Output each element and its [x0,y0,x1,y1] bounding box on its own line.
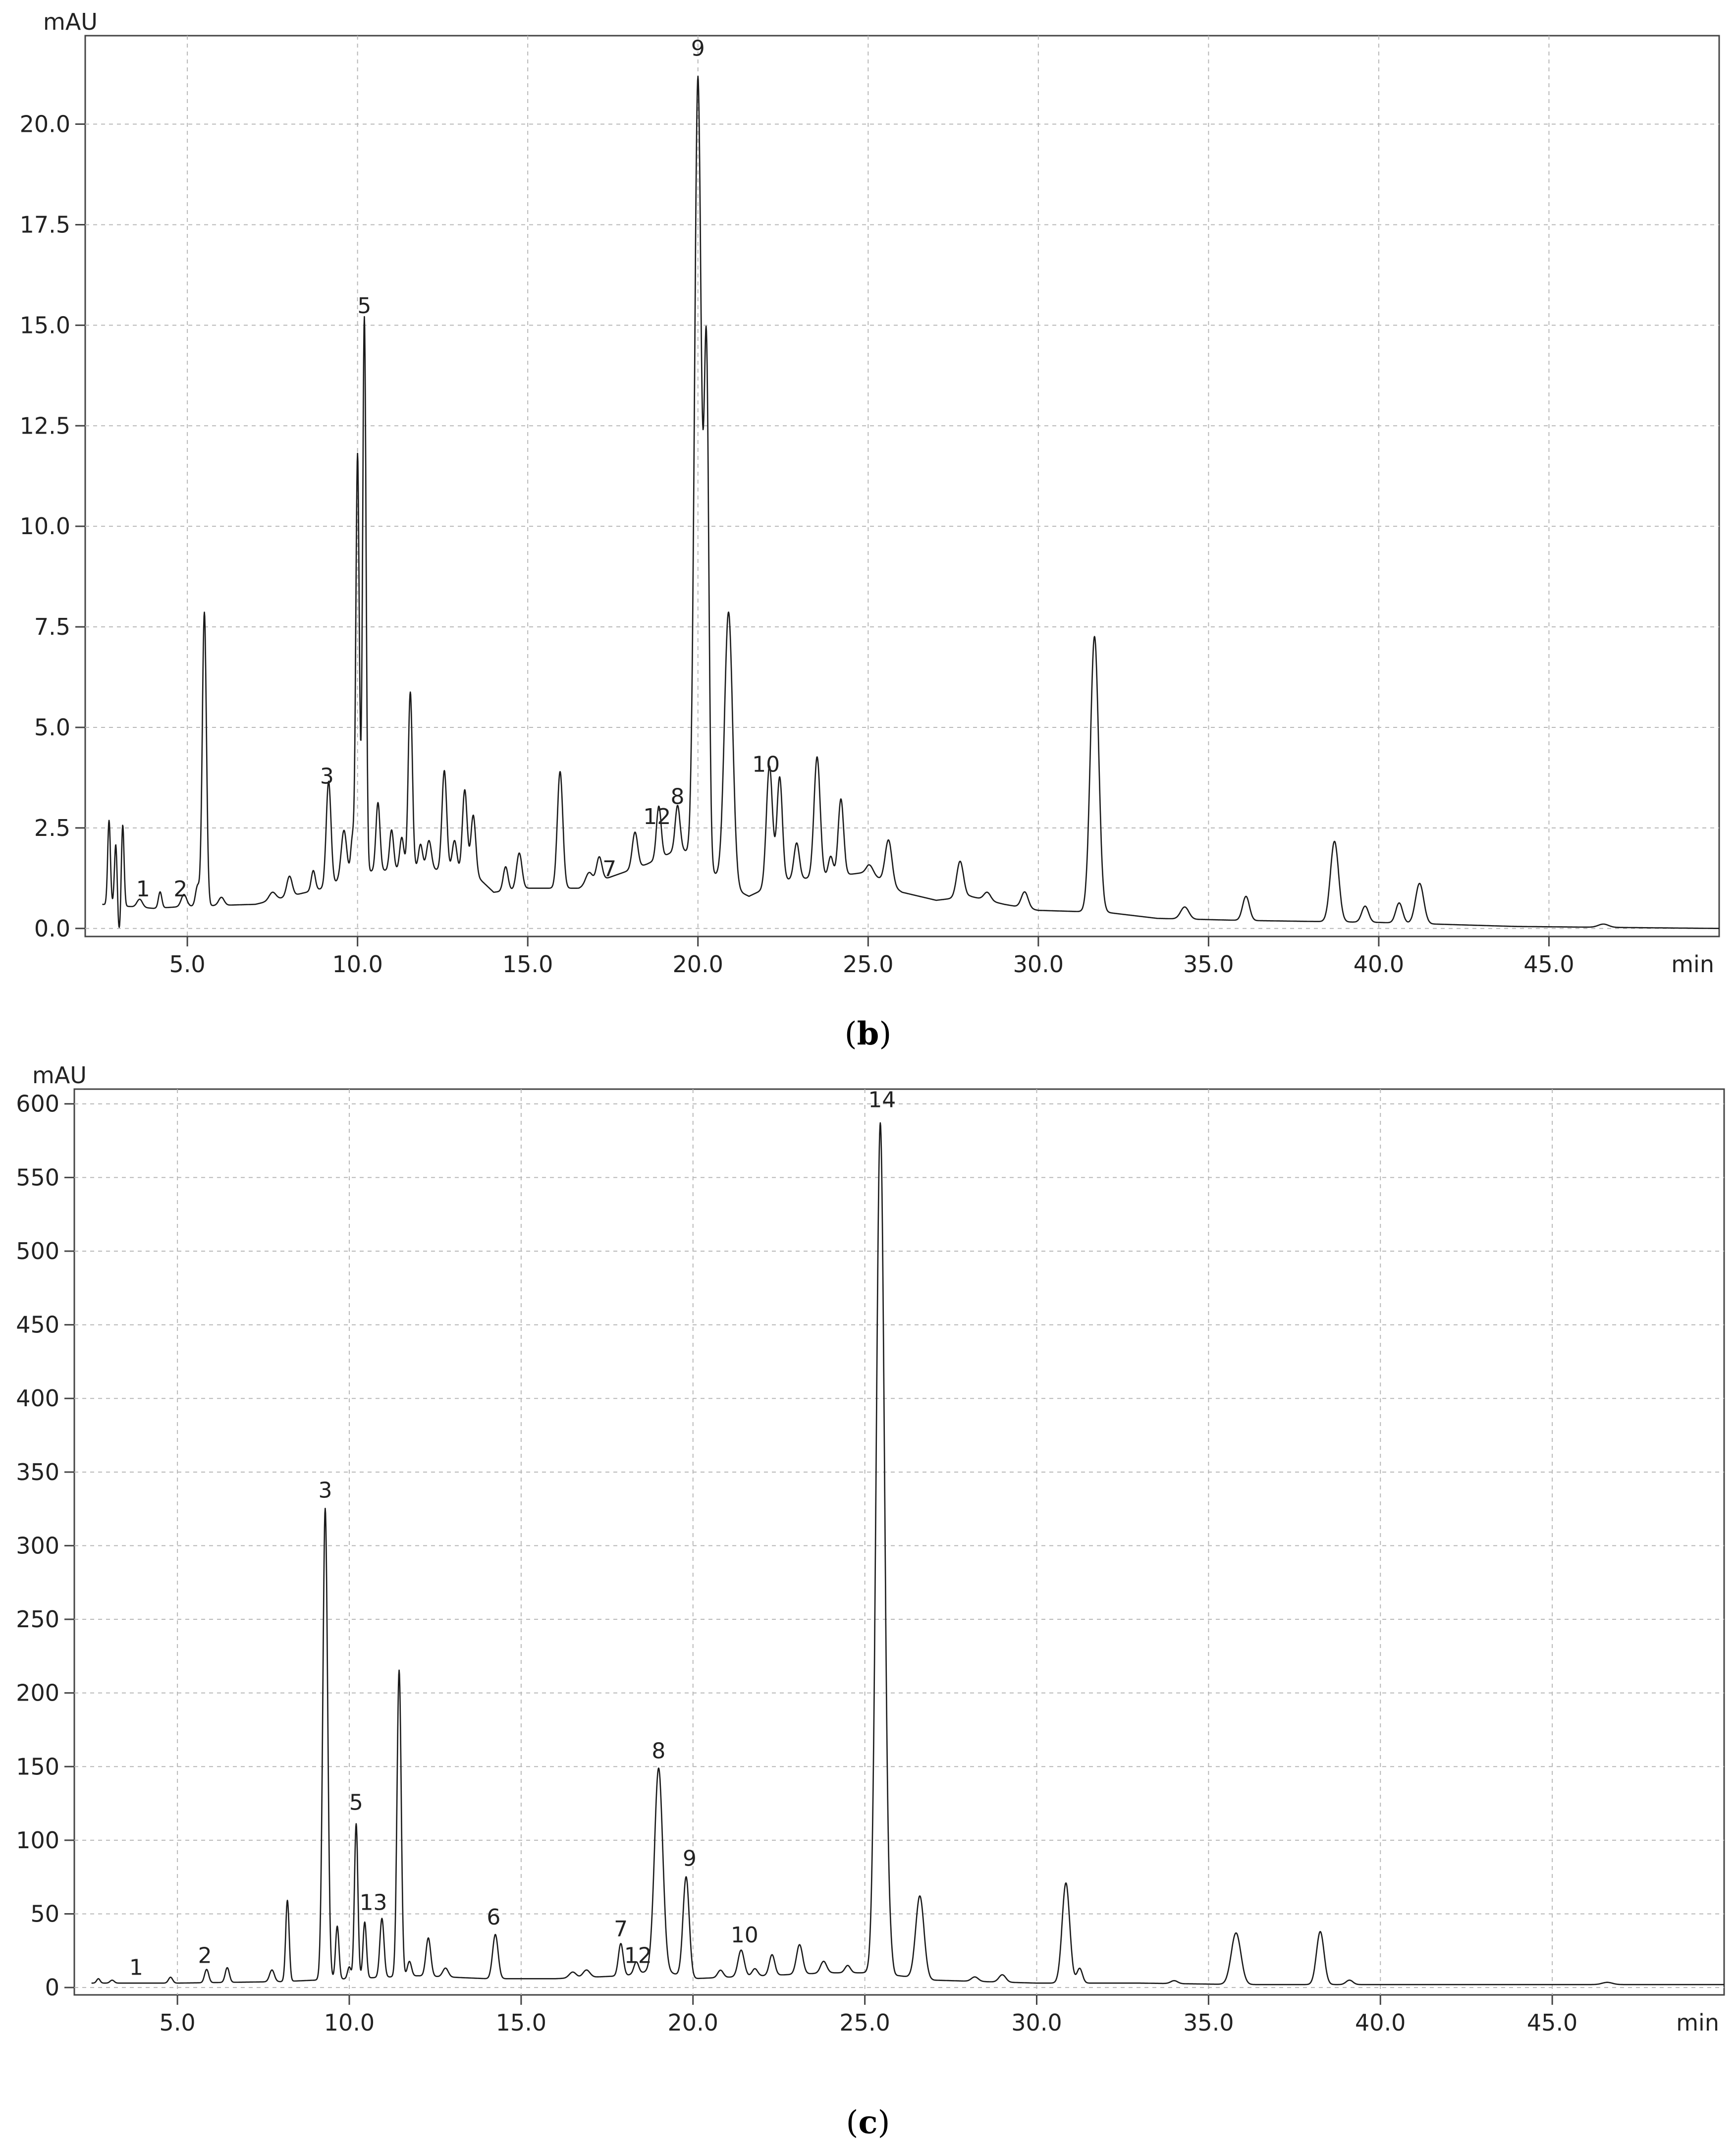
peak-label: 2 [173,877,187,902]
peak-label: 8 [671,784,685,809]
peak-label: 10 [752,752,780,777]
y-tick-label: 100 [16,1827,59,1854]
y-tick-label: 350 [16,1459,59,1486]
x-tick-label: 20.0 [668,2009,718,2036]
peak-label: 9 [691,36,705,61]
y-tick-label: 400 [16,1385,59,1412]
y-tick-label: 200 [16,1680,59,1707]
plot-frame [73,1088,1725,1996]
chromatogram-trace [102,75,1720,930]
x-tick-label: 10.0 [324,2009,375,2036]
y-tick-label: 600 [16,1091,59,1117]
x-tick-label: 35.0 [1183,951,1234,978]
x-tick-label: 40.0 [1355,2009,1406,2036]
peak-label: 7 [602,856,616,881]
peak-label: 8 [651,1738,665,1763]
y-axis-label: mAU [32,1062,87,1089]
x-tick-label: 35.0 [1183,2009,1234,2036]
y-tick-label: 550 [16,1164,59,1191]
peak-label: 12 [643,804,671,829]
y-tick-label: 7.5 [34,613,70,640]
y-tick-label: 450 [16,1312,59,1338]
peak-label: 1 [129,1955,143,1980]
x-axis-label: min [1676,2009,1719,2036]
x-tick-label: 5.0 [169,951,206,978]
y-tick-label: 2.5 [34,815,70,841]
x-axis-label: min [1671,951,1714,978]
peak-label: 1 [136,877,150,902]
x-tick-label: 40.0 [1354,951,1404,978]
y-tick-label: 150 [16,1753,59,1780]
x-tick-label: 25.0 [839,2009,890,2036]
peak-label: 7 [614,1917,628,1942]
y-tick-label: 10.0 [20,513,70,540]
x-tick-label: 5.0 [160,2009,196,2036]
y-tick-label: 17.5 [20,211,70,238]
x-tick-label: 15.0 [496,2009,546,2036]
x-tick-label: 45.0 [1527,2009,1577,2036]
x-tick-label: 20.0 [673,951,723,978]
peak-label: 12 [624,1943,652,1969]
chromatogram-trace [91,1122,1725,1985]
y-tick-label: 5.0 [34,714,70,741]
peak-label: 2 [198,1943,212,1969]
peak-label: 3 [320,764,334,789]
peak-label: 5 [357,293,371,319]
y-tick-label: 500 [16,1238,59,1265]
y-tick-label: 300 [16,1532,59,1559]
y-tick-label: 0 [45,1974,59,2001]
peak-label: 10 [731,1923,759,1948]
y-tick-label: 20.0 [20,111,70,138]
peak-label: 3 [318,1478,332,1503]
y-tick-label: 0.0 [34,915,70,942]
plot-frame [84,35,1720,937]
peak-label: 13 [360,1890,387,1916]
caption-c: (c) [846,2104,890,2141]
chart-panel-b: 5.0 10.0 15.0 20.0 25.0 30.0 35.0 40.0 45.00.02.… [20,8,1720,978]
y-axis-label: mAU [43,8,98,35]
chart-panel-c: 5.0 10.0 15.0 20.0 25.0 30.0 35.0 40.0 45.0 0 50 10… [16,1062,1725,2036]
y-tick-label: 12.5 [20,412,70,439]
x-tick-label: 30.0 [1013,951,1064,978]
peak-label: 6 [487,1905,500,1930]
peak-label: 5 [349,1790,363,1815]
y-tick-label: 50 [30,1901,59,1928]
x-tick-label: 25.0 [843,951,893,978]
x-tick-label: 45.0 [1523,951,1574,978]
x-tick-label: 15.0 [502,951,553,978]
peak-label: 14 [868,1088,896,1113]
x-tick-label: 30.0 [1011,2009,1062,2036]
y-tick-label: 250 [16,1606,59,1633]
x-tick-label: 10.0 [332,951,382,978]
caption-b: (b) [845,1015,892,1052]
y-tick-label: 15.0 [20,312,70,338]
peak-label: 9 [683,1846,697,1871]
